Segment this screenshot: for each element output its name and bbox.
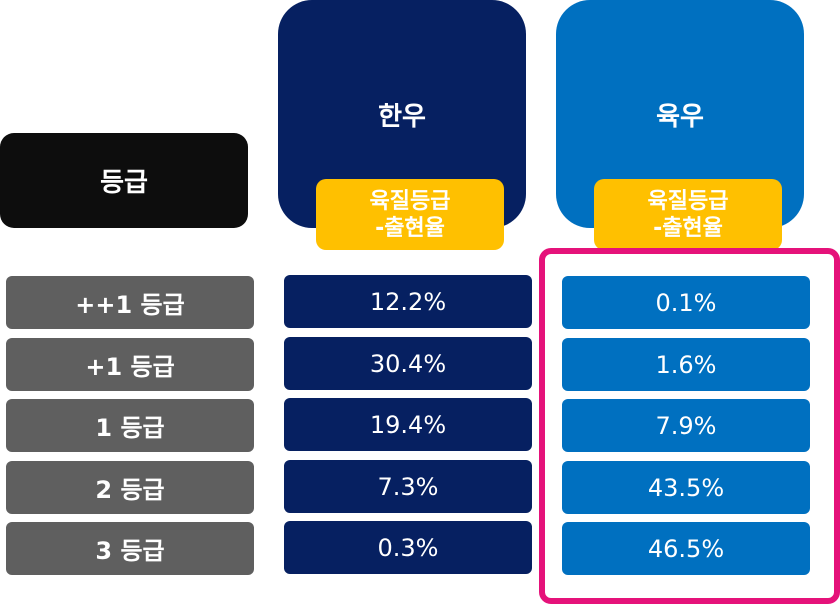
yukwoo-cell: 46.5% [562,522,810,575]
yukwoo-cell: 0.1% [562,276,810,329]
hanwoo-cell: 19.4% [284,398,532,451]
hanwoo-sub-label: 육질등급 -출현율 [316,179,504,250]
hanwoo-cell: 12.2% [284,275,532,328]
yukwoo-cell: 1.6% [562,338,810,391]
grade-row-label: ++1 등급 [6,276,254,329]
hanwoo-cell: 0.3% [284,521,532,574]
grade-row-label: 2 등급 [6,461,254,514]
yukwoo-sub-label: 육질등급 -출현율 [594,179,782,250]
grade-row-label: +1 등급 [6,338,254,391]
grade-row-label: 1 등급 [6,399,254,452]
yukwoo-cell: 7.9% [562,399,810,452]
hanwoo-cell: 7.3% [284,460,532,513]
yukwoo-cell: 43.5% [562,461,810,514]
hanwoo-cell: 30.4% [284,337,532,390]
grade-header: 등급 [0,133,248,228]
grade-row-label: 3 등급 [6,522,254,575]
yukwoo-highlight-frame [539,248,840,604]
